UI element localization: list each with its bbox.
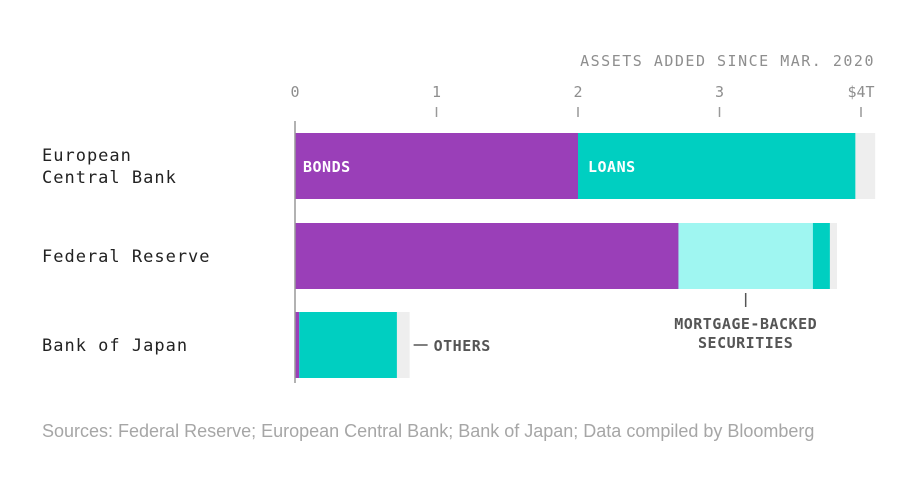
bar-segment-1-3 [812,223,830,289]
mbs-label-line-2: SECURITIES [698,334,793,352]
category-label-0-1: Central Bank [42,168,177,188]
x-tick-label-0: 0 [290,83,299,101]
x-tick-label-3: 3 [715,83,724,101]
others-label: OTHERS [434,337,491,355]
x-tick-label-1: 1 [432,83,441,101]
bar-segment-0-1 [578,133,856,199]
category-label-2-0: Bank of Japan [42,336,188,356]
bar-segment-1-2 [678,223,813,289]
bonds-label: BONDS [303,158,351,176]
bar-segment-1-0 [295,223,679,289]
x-tick-label-4: $4T [847,83,874,101]
bar-segment-0-0 [295,133,578,199]
category-label-0-0: European [42,146,132,166]
x-tick-label-2: 2 [573,83,582,101]
source-note: Sources: Federal Reserve; European Centr… [42,421,815,441]
bar-segment-2-3 [299,312,397,378]
category-label-1-0: Federal Reserve [42,247,211,267]
mbs-label-line-1: MORTGAGE-BACKED [674,315,817,333]
bar-segment-2-0 [295,312,300,378]
loans-label: LOANS [588,158,636,176]
x-axis-title: ASSETS ADDED SINCE MAR. 2020 [580,52,875,70]
